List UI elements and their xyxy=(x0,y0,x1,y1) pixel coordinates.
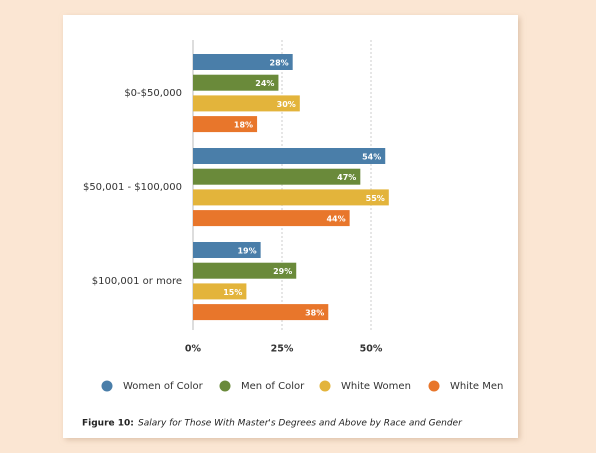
value-label: 54% xyxy=(362,153,381,162)
legend-swatch xyxy=(219,380,231,392)
legend-label: White Women xyxy=(341,381,411,392)
bar xyxy=(193,210,350,227)
value-label: 28% xyxy=(270,59,289,68)
caption: Salary for Those With Master's Degrees a… xyxy=(138,419,463,429)
legend-swatch xyxy=(428,380,440,392)
bar xyxy=(193,54,293,70)
value-label: 24% xyxy=(255,79,274,88)
value-label: 19% xyxy=(237,247,256,256)
value-label: 44% xyxy=(326,215,345,224)
legend-label: Men of Color xyxy=(241,381,305,392)
bar xyxy=(193,304,329,321)
category-label: $50,001 - $100,000 xyxy=(83,182,182,193)
legend-label: Women of Color xyxy=(123,381,204,392)
card xyxy=(63,15,518,438)
bar xyxy=(193,168,361,185)
bar xyxy=(193,116,258,133)
category-label: $100,001 or more xyxy=(92,276,182,287)
value-label: 55% xyxy=(366,194,385,203)
value-label: 18% xyxy=(234,121,253,130)
bar xyxy=(193,189,389,206)
category-label: $0-$50,000 xyxy=(124,88,182,99)
bar xyxy=(193,242,261,258)
x-tick-label: 0% xyxy=(185,344,202,355)
x-tick-label: 50% xyxy=(360,344,383,355)
legend-swatch xyxy=(319,380,331,392)
value-label: 38% xyxy=(305,309,324,318)
bar xyxy=(193,262,297,279)
value-label: 29% xyxy=(273,267,292,276)
bar xyxy=(193,283,247,300)
value-label: 47% xyxy=(337,173,356,182)
bar xyxy=(193,74,279,91)
bar xyxy=(193,95,300,112)
bar xyxy=(193,148,386,164)
legend-swatch xyxy=(101,380,113,392)
value-label: 15% xyxy=(223,288,242,297)
x-tick-label: 25% xyxy=(271,344,294,355)
legend-label: White Men xyxy=(450,381,503,392)
caption-label: Figure 10: xyxy=(82,419,134,429)
value-label: 30% xyxy=(277,100,296,109)
